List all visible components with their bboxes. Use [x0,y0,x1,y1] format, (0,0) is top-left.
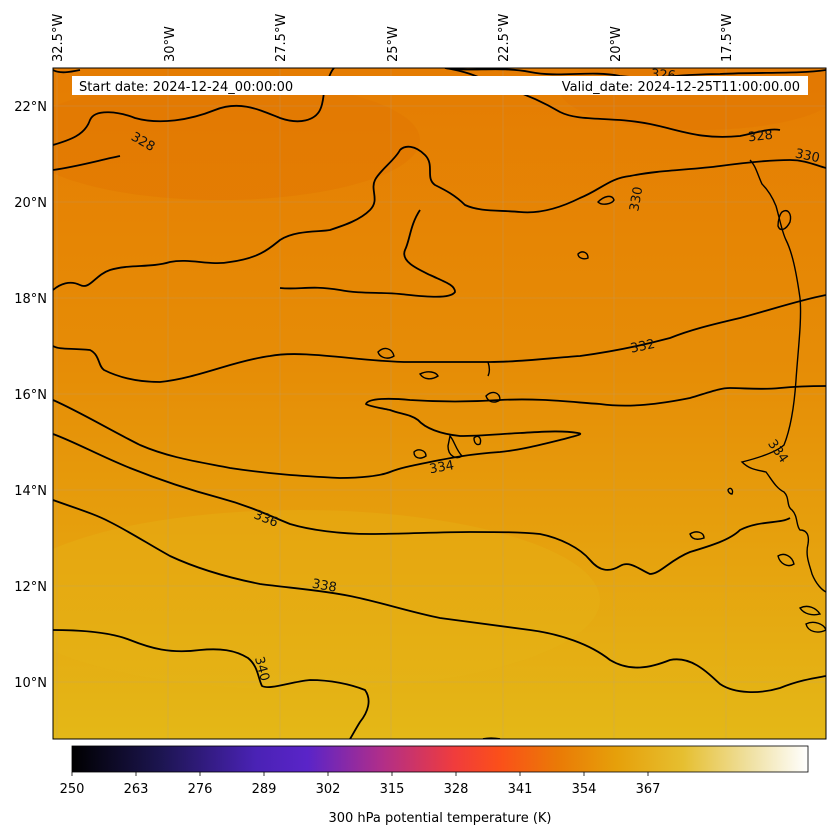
latitude-labels: 22°N 20°N 18°N 16°N 14°N 12°N 10°N [14,100,47,691]
longitude-labels: 32.5°W 30°W 27.5°W 25°W 22.5°W 20°W 17.5… [51,14,735,62]
colorbar-tick-label: 263 [124,782,149,797]
colorbar-gradient [71,745,809,773]
date-header: Start date: 2024-12-24_00:00:00 Valid_da… [72,76,808,95]
lon-label: 22.5°W [497,14,512,62]
colorbar-tick-label: 302 [316,782,341,797]
lat-label: 18°N [14,292,47,307]
contour-label: 340 [251,655,272,683]
contour-label: 328 [747,128,773,146]
colorbar-tick-label: 341 [508,782,533,797]
contour-332 [53,294,826,383]
colorbar-title: 300 hPa potential temperature (K) [328,811,551,826]
coastlines [377,159,826,633]
lon-label: 25°W [386,26,401,62]
start-date-label: Start date: 2024-12-24_00:00:00 [79,80,293,95]
contour-338 [53,499,826,693]
lat-label: 14°N [14,484,47,499]
lon-label: 32.5°W [51,14,66,62]
lat-label: 12°N [14,580,47,595]
lon-label: 27.5°W [274,14,289,62]
graticule [53,68,826,739]
colorbar: 250 263 276 289 302 315 328 341 354 367 300 hPa p… [60,745,809,826]
lon-label: 20°W [609,26,624,62]
contour-label: 334 [428,458,455,477]
colorbar-tick-label: 276 [188,782,213,797]
colorbar-tick-label: 250 [60,782,85,797]
lat-label: 16°N [14,388,47,403]
colorbar-tick-label: 289 [252,782,277,797]
contour-label: 330 [627,186,646,213]
lon-label: 17.5°W [720,14,735,62]
lon-label: 30°W [163,26,178,62]
colorbar-tick-label: 328 [444,782,469,797]
valid-date-label: Valid_date: 2024-12-25T11:00:00.00 [562,80,800,95]
contour-label: 332 [629,337,656,357]
colorbar-tick-label: 315 [380,782,405,797]
colorbar-ticks: 250 263 276 289 302 315 328 341 354 367 [60,772,661,797]
colorbar-tick-label: 367 [636,782,661,797]
contour-334 [53,385,826,479]
map-frame [52,67,827,740]
lat-label: 22°N [14,100,47,115]
contour-336 [53,433,791,575]
contour-label: 338 [311,577,338,596]
contour-330 [53,69,826,298]
lat-label: 20°N [14,196,47,211]
header-box [72,76,808,95]
contour-label: 330 [794,146,821,166]
lat-label: 10°N [14,676,47,691]
colorbar-tick-label: 354 [572,782,597,797]
isentrope-contours [53,68,826,739]
map-panel: 326 328 328 330 330 332 334 334 336 338 … [52,67,827,740]
